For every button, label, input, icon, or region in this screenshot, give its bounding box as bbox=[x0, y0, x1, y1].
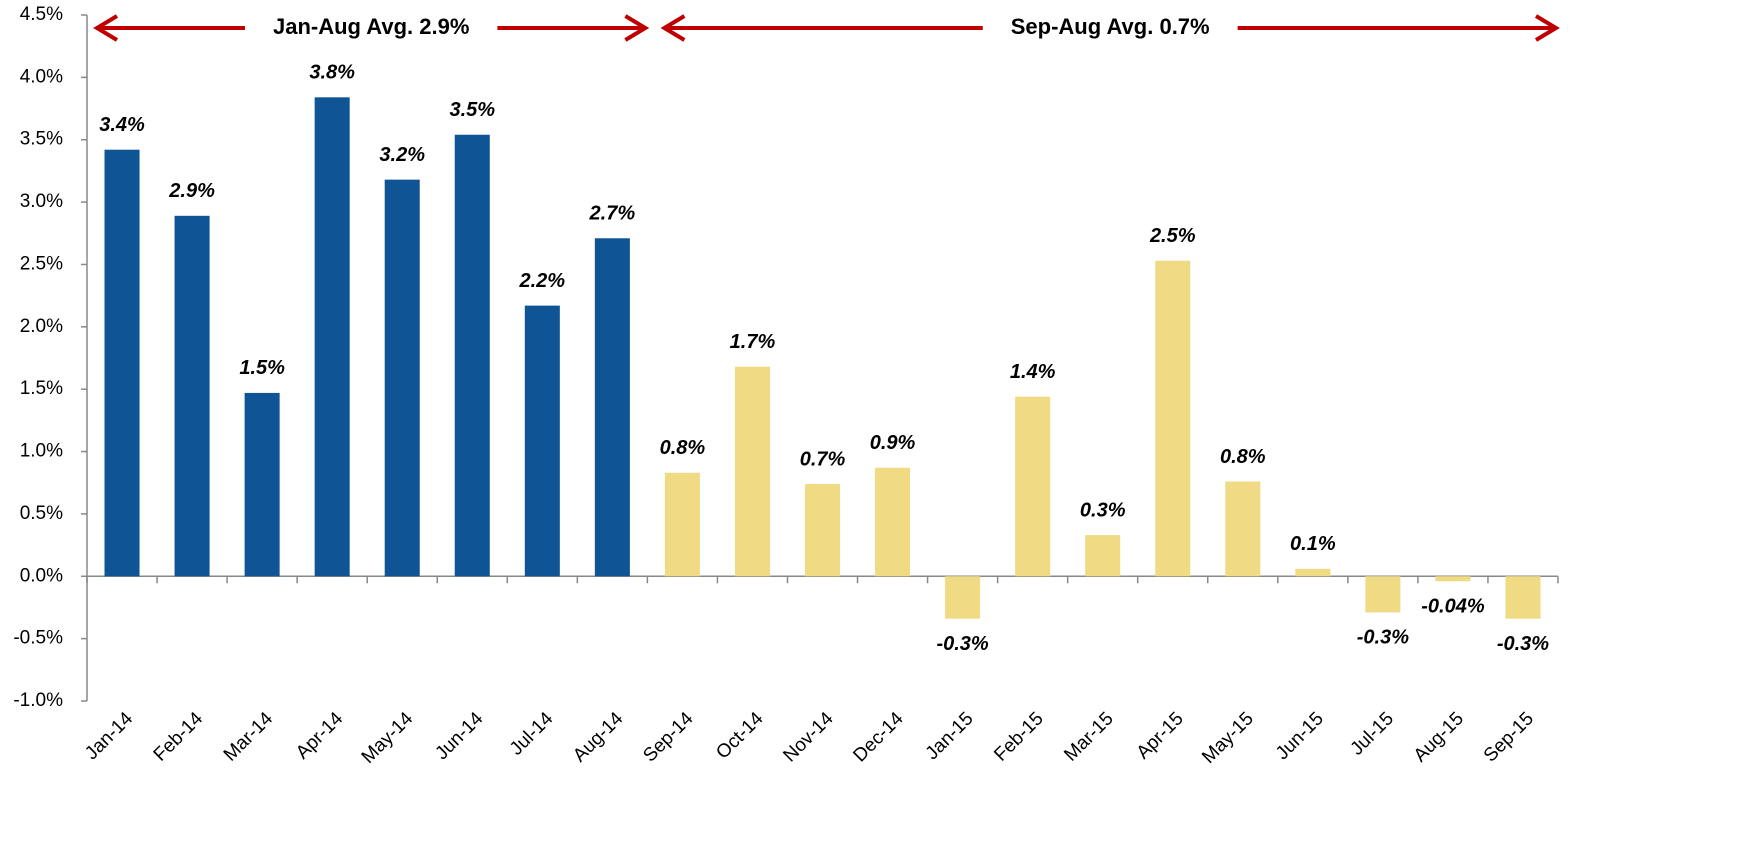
data-label: -0.3% bbox=[1497, 633, 1549, 655]
bar bbox=[104, 149, 140, 577]
arrow-head bbox=[660, 14, 686, 42]
bar bbox=[1365, 576, 1401, 613]
bar bbox=[524, 305, 560, 577]
y-tick-label: 4.0% bbox=[20, 66, 63, 87]
x-tick-label: Aug-14 bbox=[569, 708, 627, 766]
data-label: 0.7% bbox=[800, 448, 846, 470]
data-label: 1.7% bbox=[730, 331, 776, 353]
arrow-head bbox=[624, 14, 650, 42]
data-label: -0.3% bbox=[936, 633, 988, 655]
annotation-bg bbox=[982, 11, 1238, 41]
bar bbox=[1505, 576, 1541, 619]
arrow-head bbox=[1534, 14, 1560, 42]
data-label: 2.5% bbox=[1149, 225, 1196, 247]
bar bbox=[1155, 260, 1191, 577]
data-label: 2.9% bbox=[168, 180, 215, 202]
annotation-bg bbox=[244, 11, 498, 41]
arrow-head bbox=[93, 14, 119, 42]
data-label: 3.5% bbox=[449, 99, 495, 121]
y-tick-label: 3.0% bbox=[20, 191, 63, 212]
bar bbox=[594, 238, 630, 577]
data-label: -0.04% bbox=[1421, 596, 1485, 618]
annotation-text: Jan-Aug Avg. 2.9% bbox=[273, 14, 469, 39]
x-tick-label: Jun-15 bbox=[1272, 708, 1328, 764]
bar bbox=[454, 134, 490, 577]
bar bbox=[804, 483, 841, 577]
annotation-text: Sep-Aug Avg. 0.7% bbox=[1011, 14, 1210, 39]
bar bbox=[1225, 481, 1261, 577]
data-label: 2.2% bbox=[519, 270, 566, 292]
y-tick-label: 1.0% bbox=[20, 441, 63, 462]
x-tick-label: Apr-14 bbox=[292, 708, 347, 763]
data-label: 0.9% bbox=[870, 432, 916, 454]
data-label: 1.5% bbox=[239, 357, 285, 379]
x-tick-label: Aug-15 bbox=[1410, 708, 1468, 766]
y-tick-label: 4.5% bbox=[20, 4, 63, 25]
x-tick-label: Mar-14 bbox=[220, 708, 278, 766]
x-tick-label: Feb-15 bbox=[990, 708, 1047, 765]
x-tick-label: Jun-14 bbox=[431, 708, 487, 764]
bar bbox=[734, 366, 770, 577]
x-tick-label: May-14 bbox=[358, 708, 418, 768]
data-label: 3.2% bbox=[379, 144, 425, 166]
bar bbox=[875, 467, 911, 577]
bar bbox=[384, 179, 420, 577]
y-tick-label: 2.0% bbox=[20, 316, 63, 337]
x-tick-label: Jan-14 bbox=[81, 708, 137, 764]
bar bbox=[664, 472, 700, 577]
data-label: 3.8% bbox=[309, 62, 355, 84]
x-tick-label: Apr-15 bbox=[1133, 708, 1188, 763]
x-tick-label: Feb-14 bbox=[150, 708, 208, 766]
y-tick-label: 2.5% bbox=[20, 253, 63, 274]
x-tick-label: Jul-14 bbox=[506, 708, 558, 760]
x-tick-label: Jul-15 bbox=[1347, 708, 1398, 759]
bar bbox=[1295, 568, 1331, 577]
bar bbox=[1435, 576, 1471, 582]
bar bbox=[1015, 396, 1051, 577]
bar bbox=[1085, 535, 1121, 577]
bar bbox=[314, 97, 350, 577]
data-label: 0.3% bbox=[1080, 499, 1126, 521]
y-tick-label: 3.5% bbox=[20, 129, 63, 150]
y-tick-label: 0.5% bbox=[20, 503, 63, 524]
x-tick-label: Oct-14 bbox=[712, 708, 767, 763]
data-label: -0.3% bbox=[1357, 627, 1409, 649]
data-label: 3.4% bbox=[99, 114, 145, 136]
x-tick-label: Sep-15 bbox=[1480, 708, 1538, 766]
x-tick-label: Nov-14 bbox=[779, 708, 837, 766]
data-label: 1.4% bbox=[1010, 361, 1056, 383]
data-label: 0.8% bbox=[660, 437, 706, 459]
x-tick-label: Dec-14 bbox=[849, 708, 907, 766]
y-tick-label: 0.0% bbox=[20, 565, 63, 586]
data-label: 2.7% bbox=[589, 203, 636, 225]
bar bbox=[244, 392, 280, 577]
x-tick-label: Jan-15 bbox=[922, 708, 978, 764]
x-tick-label: Sep-14 bbox=[639, 708, 697, 766]
y-tick-label: -1.0% bbox=[13, 690, 63, 711]
x-tick-label: May-15 bbox=[1198, 708, 1258, 768]
bar bbox=[945, 576, 981, 619]
data-label: 0.8% bbox=[1220, 446, 1266, 468]
data-label: 0.1% bbox=[1290, 533, 1336, 555]
y-tick-label: 1.5% bbox=[20, 378, 63, 399]
bar bbox=[174, 215, 210, 577]
x-tick-label: Mar-15 bbox=[1060, 708, 1117, 765]
y-tick-label: -0.5% bbox=[13, 628, 63, 649]
